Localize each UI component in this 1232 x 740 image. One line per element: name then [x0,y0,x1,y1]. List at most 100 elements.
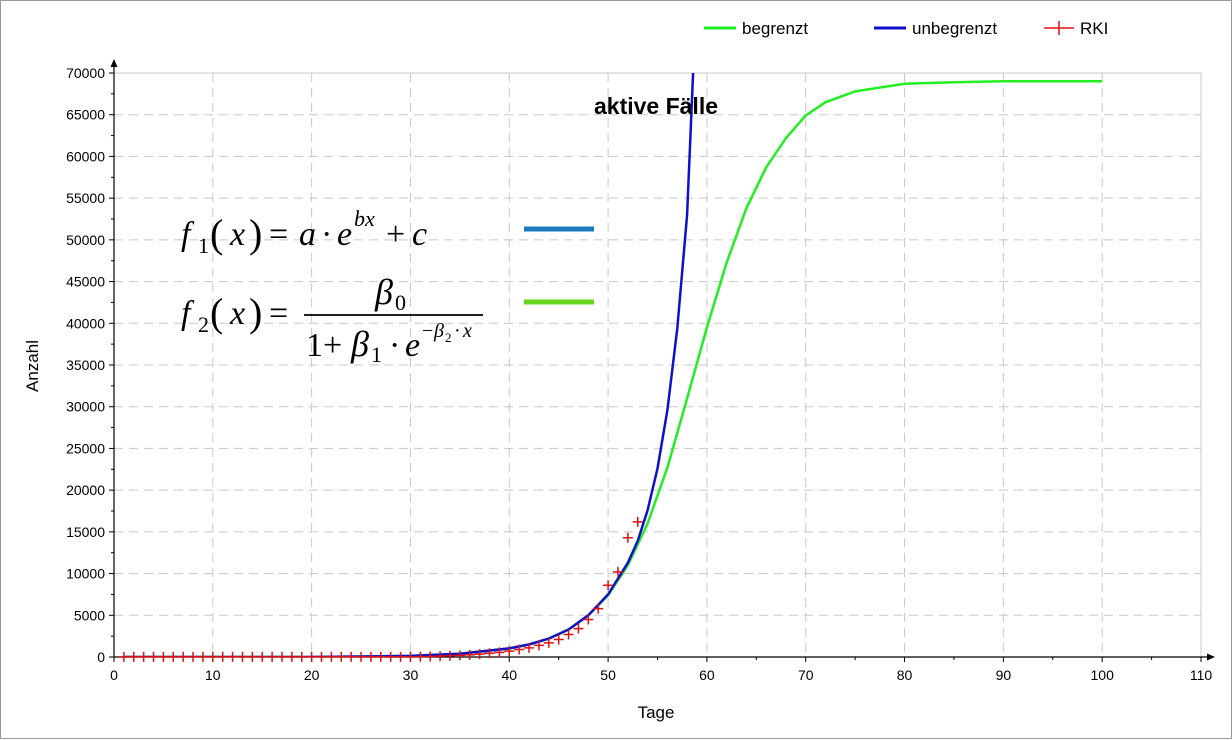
data-point-rki [148,651,159,662]
formula-f1: f 1 ( x ) = a · e bx + c [181,206,594,258]
x-tick-label: 20 [304,667,320,683]
formula-f1-var: x [229,216,245,253]
data-point-rki [138,651,149,662]
data-point-rki [375,651,386,662]
data-point-rki [435,651,446,662]
data-point-rki [128,651,139,662]
data-point-rki [514,644,525,655]
legend-label: RKI [1080,19,1108,38]
data-point-rki [464,649,475,660]
x-axis-arrow [1207,653,1215,661]
data-point-rki [158,651,169,662]
formula-f2-exp-dot: · [454,320,461,342]
data-point-rki [207,651,218,662]
formula-f2-plus: + [323,327,342,364]
y-tick-label: 60000 [66,148,105,164]
data-point-rki [543,637,554,648]
y-tick-label: 50000 [66,232,105,248]
x-tick-label: 10 [205,667,221,683]
formula-f2-minus: − [422,320,433,342]
x-tick-label: 60 [699,667,715,683]
formula-f2-exp-sub: 2 [445,330,452,345]
formula-f1-plus: + [386,216,405,253]
grid [114,72,1202,657]
data-point-rki [415,651,426,662]
data-point-rki [306,651,317,662]
data-point-rki [326,651,337,662]
data-point-rki [188,651,199,662]
legend-label: unbegrenzt [912,19,997,38]
legend: begrenzt unbegrenzt RKI [704,19,1108,38]
data-point-rki [612,566,623,577]
data-point-rki [365,651,376,662]
x-tick-label: 40 [501,667,517,683]
formula-f2-lparen: ( [210,290,223,335]
formula-f2-exp-x: x [462,320,472,342]
data-point-rki [553,634,564,645]
data-point-rki [257,651,268,662]
x-tick-label: 100 [1091,667,1115,683]
x-tick-label: 110 [1190,667,1213,683]
x-tick-label: 30 [403,667,419,683]
legend-item-rki[interactable]: RKI [1044,19,1108,38]
formula-f2: f 2 ( x ) = β 0 1 + β 1 · e − β 2 · x [181,272,594,367]
formula-f1-sub: 1 [198,233,209,258]
y-tick-label: 0 [97,649,105,665]
data-point-rki [316,651,327,662]
data-point-rki [168,651,179,662]
data-point-rki [276,651,287,662]
data-point-rki [197,651,208,662]
data-point-rki [296,651,307,662]
data-point-rki [286,651,297,662]
formula-f2-one: 1 [306,327,323,364]
y-tick-label: 15000 [66,524,105,540]
x-axis-label: Tage [638,703,675,722]
data-point-rki [217,651,228,662]
data-point-rki [385,651,396,662]
formula-f1-e: e [337,216,352,253]
data-point-rki [563,629,574,640]
x-tick-label: 90 [996,667,1012,683]
legend-item-unbegrenzt[interactable]: unbegrenzt [874,19,997,38]
y-tick-label: 45000 [66,274,105,290]
formula-f1-dot: · [321,216,332,253]
y-axis-label: Anzahl [23,340,42,392]
formula-f1-lparen: ( [210,211,223,256]
y-tick-label: 25000 [66,440,105,456]
x-tick-label: 70 [798,667,814,683]
y-tick-label: 35000 [66,357,105,373]
legend-item-begrenzt[interactable]: begrenzt [704,19,808,38]
data-point-rki [346,651,357,662]
formula-f1-rparen: ) [249,211,262,256]
formula-f2-num-sub: 0 [395,290,406,315]
formula-f2-exp-beta: β [433,320,444,342]
data-point-rki [533,640,544,651]
y-tick-label: 40000 [66,315,105,331]
data-point-rki [573,623,584,634]
data-point-rki [356,651,367,662]
y-axis-arrow [110,59,118,67]
data-point-rki [603,580,614,591]
data-point-rki [118,651,129,662]
data-point-rki [425,651,436,662]
x-tick-label: 80 [897,667,913,683]
data-point-rki [336,651,347,662]
data-point-rki [247,651,258,662]
data-point-rki [178,651,189,662]
formula-f1-a: a [299,216,316,253]
data-point-rki [227,651,238,662]
tick-labels: 0 10 20 30 40 50 60 70 80 90 100 110050001000015000… [66,65,1212,683]
x-tick-label: 50 [600,667,616,683]
chart-title: aktive Fälle [594,93,718,119]
formula-f2-dot: · [389,327,400,364]
data-point-rki [454,650,465,661]
data-point-rki [484,648,495,659]
y-tick-label: 55000 [66,190,105,206]
y-tick-label: 30000 [66,399,105,415]
legend-label: begrenzt [742,19,808,38]
data-point-rki [583,614,594,625]
data-point-rki [593,603,604,614]
data-point-rki [267,651,278,662]
data-point-rki [405,651,416,662]
